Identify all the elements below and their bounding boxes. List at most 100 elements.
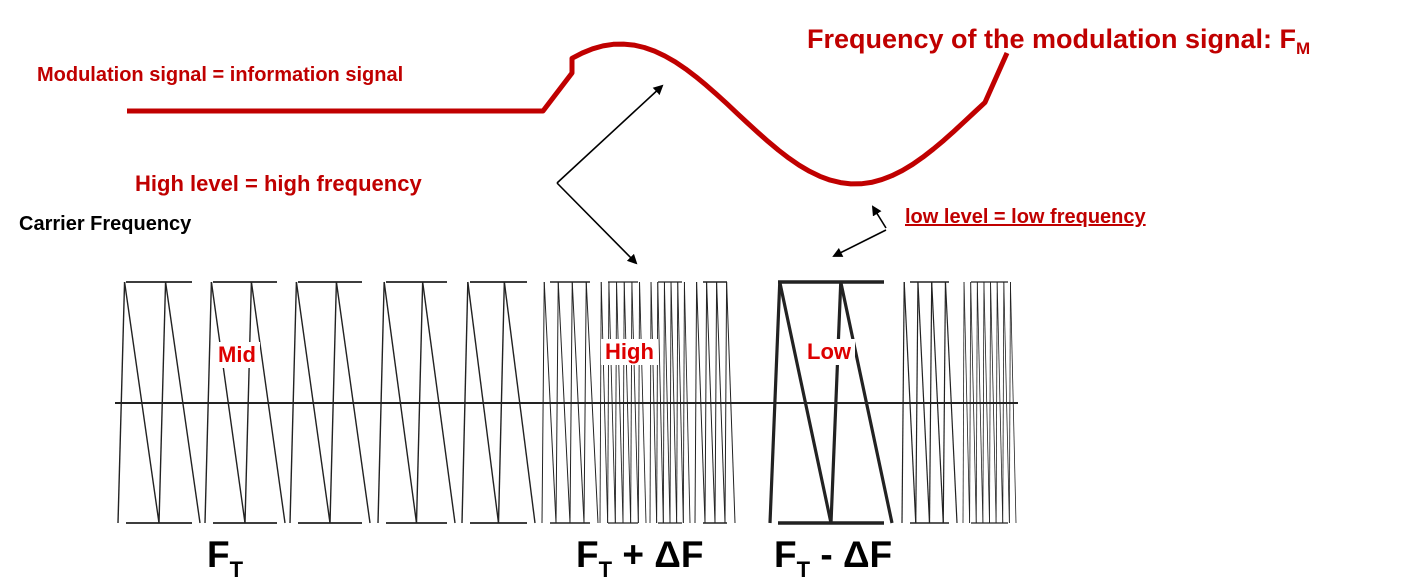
high-section-label: High bbox=[601, 339, 658, 365]
carrier-stroke bbox=[117, 281, 126, 524]
carrier-stroke bbox=[676, 281, 679, 524]
ft-label: FT bbox=[207, 534, 244, 582]
pointer-arrows bbox=[556, 84, 887, 265]
carrier-stroke bbox=[123, 281, 160, 524]
carrier-stroke bbox=[571, 281, 585, 524]
carrier-stroke bbox=[716, 281, 726, 524]
modulation-signal-label: Modulation signal = information signal bbox=[37, 64, 404, 86]
carrier-stroke bbox=[541, 281, 545, 524]
carrier-stroke bbox=[569, 281, 573, 524]
carrier-stroke bbox=[670, 281, 678, 524]
carrier-stroke bbox=[682, 281, 685, 524]
carrier-stroke bbox=[696, 281, 706, 524]
carrier-stroke bbox=[622, 281, 625, 524]
carrier-stroke bbox=[329, 281, 338, 524]
carrier-stroke bbox=[585, 281, 599, 524]
carrier-stroke bbox=[557, 281, 571, 524]
carrier-stroke bbox=[158, 281, 167, 524]
carrier-stroke bbox=[616, 281, 624, 524]
carrier-stroke bbox=[377, 281, 385, 524]
carrier-stroke bbox=[839, 281, 894, 524]
carrier-stroke bbox=[662, 281, 665, 524]
carrier-stroke bbox=[724, 281, 728, 524]
arrow-to-high-section bbox=[556, 182, 638, 265]
carrier-stroke bbox=[461, 281, 469, 524]
high-level-label: High level = high frequency bbox=[135, 171, 422, 196]
carrier-stroke bbox=[931, 281, 944, 524]
carrier-stroke bbox=[503, 281, 536, 524]
modulation-signal-curve bbox=[127, 41, 1010, 187]
carrier-stroke bbox=[969, 281, 972, 524]
carrier-stroke bbox=[383, 281, 418, 524]
carrier-stroke bbox=[1008, 281, 1011, 524]
carrier-stroke bbox=[295, 281, 331, 524]
carrier-stroke bbox=[656, 281, 659, 524]
mid-section-label: Mid bbox=[214, 342, 260, 368]
carrier-stroke bbox=[650, 281, 658, 524]
carrier-stroke bbox=[250, 281, 286, 524]
carrier-stroke bbox=[996, 281, 1004, 524]
carrier-stroke bbox=[1002, 281, 1005, 524]
carrier-stroke bbox=[976, 281, 984, 524]
carrier-stroke bbox=[778, 281, 833, 524]
carrier-stroke bbox=[637, 281, 641, 524]
carrier-stroke bbox=[639, 281, 647, 524]
carrier-stroke bbox=[714, 281, 718, 524]
carrier-stroke bbox=[970, 281, 977, 524]
carrier-stroke bbox=[631, 281, 639, 524]
carrier-stroke bbox=[599, 281, 602, 524]
carrier-stroke bbox=[706, 281, 716, 524]
carrier-stroke bbox=[989, 281, 991, 524]
carrier-stroke bbox=[497, 281, 506, 524]
carrier-stroke bbox=[962, 281, 965, 524]
carrier-stroke bbox=[829, 281, 843, 524]
carrier-waveform bbox=[115, 280, 1018, 525]
carrier-stroke bbox=[726, 281, 736, 524]
carrier-stroke bbox=[915, 281, 919, 524]
carrier-stroke bbox=[768, 281, 782, 524]
carrier-stroke bbox=[415, 281, 424, 524]
carrier-stroke bbox=[669, 281, 672, 524]
modulation-frequency-label: Frequency of the modulation signal: FM bbox=[807, 24, 1311, 58]
ft-plus-delta-label: FT + ΔF bbox=[576, 534, 704, 582]
carrier-stroke bbox=[649, 281, 652, 524]
carrier-stroke bbox=[928, 281, 933, 524]
carrier-stroke bbox=[944, 281, 958, 524]
carrier-stroke bbox=[164, 281, 201, 524]
carrier-stroke bbox=[663, 281, 671, 524]
low-level-label: low level = low frequency bbox=[905, 206, 1146, 228]
carrier-stroke bbox=[975, 281, 978, 524]
carrier-stroke bbox=[630, 281, 633, 524]
carrier-stroke bbox=[903, 281, 917, 524]
carrier-stroke bbox=[583, 281, 587, 524]
carrier-stroke bbox=[467, 281, 500, 524]
carrier-stroke bbox=[421, 281, 456, 524]
carrier-stroke bbox=[942, 281, 947, 524]
carrier-stroke bbox=[335, 281, 371, 524]
carrier-stroke bbox=[982, 281, 985, 524]
carrier-stroke bbox=[623, 281, 632, 524]
arrow-to-trough bbox=[871, 205, 887, 229]
ft-minus-delta-label: FT - ΔF bbox=[774, 534, 893, 582]
arrow-to-low-section bbox=[832, 229, 887, 257]
carrier-stroke bbox=[694, 281, 698, 524]
carrier-stroke bbox=[1010, 281, 1017, 524]
carrier-stroke bbox=[1003, 281, 1010, 524]
carrier-stroke bbox=[600, 281, 609, 524]
carrier-stroke bbox=[614, 281, 618, 524]
carrier-stroke bbox=[704, 281, 708, 524]
carrier-stroke bbox=[963, 281, 971, 524]
carrier-stroke bbox=[555, 281, 559, 524]
carrier-stroke bbox=[543, 281, 557, 524]
carrier-stroke bbox=[204, 281, 213, 524]
carrier-stroke bbox=[683, 281, 691, 524]
carrier-stroke bbox=[608, 281, 616, 524]
carrier-stroke bbox=[289, 281, 298, 524]
carrier-stroke bbox=[990, 281, 997, 524]
carrier-stroke bbox=[901, 281, 905, 524]
carrier-stroke bbox=[995, 281, 998, 524]
carrier-stroke bbox=[677, 281, 684, 524]
carrier-frequency-label: Carrier Frequency bbox=[19, 213, 192, 235]
